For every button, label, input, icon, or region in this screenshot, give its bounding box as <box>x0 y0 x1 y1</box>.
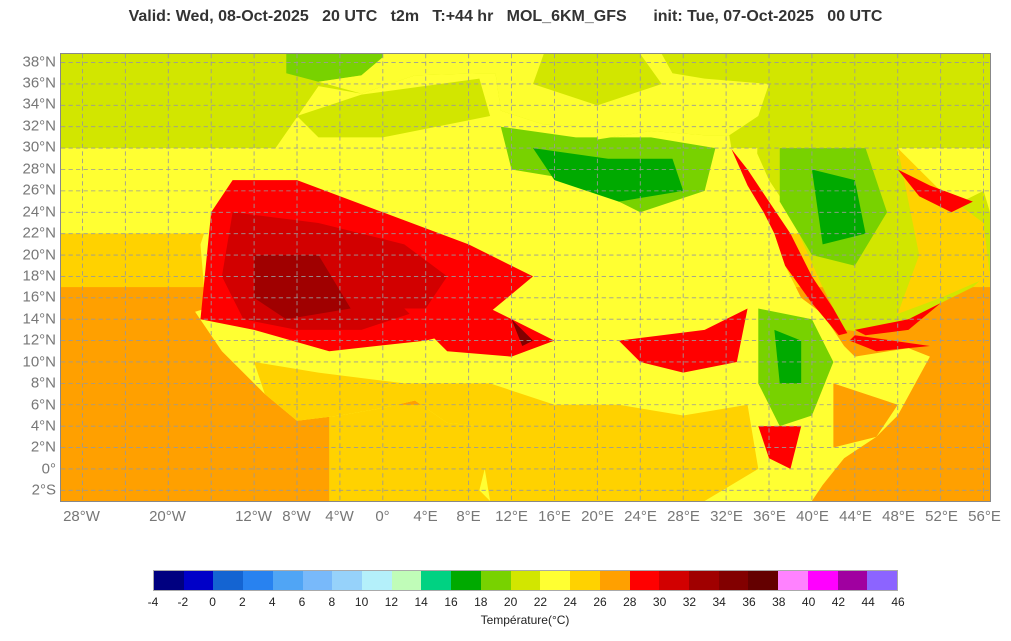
colorbar-tick-label: 10 <box>354 595 369 609</box>
lat-tick-label: 4°N <box>30 417 56 435</box>
lat-tick-label: 10°N <box>22 353 56 371</box>
colorbar-swatch <box>302 571 333 590</box>
colorbar-tick-label: 44 <box>861 595 875 609</box>
colorbar-label: Température(°C) <box>480 613 570 627</box>
colorbar-tick-label: -4 <box>147 595 159 609</box>
colorbar-swatch <box>629 571 660 590</box>
colorbar <box>153 570 898 591</box>
lon-tick-label: 36°E <box>753 508 786 525</box>
lat-tick-label: 12°N <box>22 331 56 349</box>
colorbar-tick-label: 0 <box>209 595 216 609</box>
colorbar-swatch <box>688 571 719 590</box>
colorbar-tick-label: 32 <box>682 595 697 609</box>
lon-tick-label: 28°E <box>667 508 700 525</box>
colorbar-swatch <box>421 571 452 590</box>
colorbar-swatch <box>391 571 422 590</box>
lat-tick-label: 36°N <box>22 74 56 92</box>
lat-tick-label: 26°N <box>22 181 56 199</box>
lon-tick-label: 8°E <box>456 508 481 525</box>
colorbar-swatch <box>243 571 273 590</box>
lon-tick-label: 32°E <box>710 508 743 525</box>
colorbar-tick-label: 6 <box>298 595 306 609</box>
colorbar-swatch <box>659 571 689 590</box>
colorbar-tick-label: 34 <box>712 595 726 609</box>
colorbar-swatch <box>807 571 838 590</box>
lon-tick-label: 20°W <box>149 508 186 525</box>
map-title: Valid: Wed, 08-Oct-2025 20 UTC t2m T:+44… <box>128 8 883 25</box>
colorbar-swatch <box>183 571 214 590</box>
lat-tick-label: 38°N <box>22 53 56 71</box>
temperature-map <box>60 53 991 502</box>
lon-tick-label: 40°E <box>796 508 829 525</box>
lat-tick-label: 2°S <box>31 481 56 499</box>
lon-tick-label: 12°W <box>235 508 272 525</box>
lon-tick-label: 0° <box>375 508 390 525</box>
lon-tick-label: 52°E <box>925 508 958 525</box>
colorbar-tick-label: 14 <box>414 595 428 609</box>
colorbar-swatch <box>154 571 184 590</box>
lat-tick-label: 22°N <box>22 224 56 242</box>
colorbar-tick-label: 26 <box>593 595 607 609</box>
colorbar-swatch <box>570 571 600 590</box>
lat-tick-label: 34°N <box>22 95 56 113</box>
colorbar-swatch <box>540 571 571 590</box>
colorbar-tick-label: 22 <box>533 595 548 609</box>
colorbar-swatch <box>213 571 244 590</box>
lat-tick-label: 24°N <box>22 203 56 221</box>
lon-tick-label: 48°E <box>882 508 915 525</box>
lat-tick-label: 28°N <box>22 160 56 178</box>
lat-tick-label: 8°N <box>30 374 56 392</box>
colorbar-tick-label: 30 <box>652 595 667 609</box>
lon-tick-label: 8°W <box>282 508 311 525</box>
lat-tick-label: 14°N <box>22 310 56 328</box>
colorbar-tick-label: 24 <box>563 595 577 609</box>
lon-tick-label: 20°E <box>581 508 614 525</box>
lon-tick-label: 16°E <box>538 508 571 525</box>
colorbar-tick-label: 28 <box>623 595 637 609</box>
colorbar-swatch <box>867 571 897 590</box>
lon-tick-label: 12°E <box>495 508 528 525</box>
lon-tick-label: 56°E <box>968 508 1001 525</box>
colorbar-tick-label: 42 <box>831 595 846 609</box>
lat-tick-label: 18°N <box>22 267 56 285</box>
colorbar-tick-label: 2 <box>239 595 246 609</box>
colorbar-swatch <box>451 571 481 590</box>
lon-tick-label: 24°E <box>624 508 657 525</box>
lon-tick-label: 4°W <box>325 508 354 525</box>
colorbar-tick-label: 12 <box>384 595 399 609</box>
lat-tick-label: 30°N <box>22 138 56 156</box>
colorbar-tick-label: 46 <box>891 595 905 609</box>
colorbar-tick-label: 16 <box>444 595 458 609</box>
colorbar-swatch <box>778 571 808 590</box>
lon-tick-label: 44°E <box>839 508 872 525</box>
lat-tick-label: 6°N <box>30 396 56 414</box>
lat-tick-label: 20°N <box>22 246 56 264</box>
colorbar-tick-label: 18 <box>474 595 488 609</box>
colorbar-tick-label: 20 <box>503 595 518 609</box>
colorbar-swatch <box>332 571 363 590</box>
colorbar-tick-label: 36 <box>742 595 756 609</box>
lat-tick-label: 2°N <box>30 438 56 456</box>
colorbar-swatch <box>362 571 392 590</box>
temperature-field <box>61 53 991 502</box>
colorbar-swatch <box>748 571 779 590</box>
colorbar-tick-label: 4 <box>268 595 276 609</box>
lat-tick-label: 32°N <box>22 117 56 135</box>
colorbar-swatch <box>599 571 630 590</box>
lon-tick-label: 4°E <box>413 508 438 525</box>
lat-tick-label: 0° <box>41 460 56 478</box>
colorbar-swatch <box>837 571 868 590</box>
colorbar-tick-label: 40 <box>801 595 816 609</box>
lon-tick-label: 28°W <box>63 508 100 525</box>
colorbar-tick-label: -2 <box>177 595 189 609</box>
colorbar-swatch <box>510 571 541 590</box>
colorbar-swatch <box>718 571 749 590</box>
colorbar-tick-label: 8 <box>328 595 336 609</box>
colorbar-swatch <box>272 571 303 590</box>
lat-tick-label: 16°N <box>22 288 56 306</box>
colorbar-tick-label: 38 <box>772 595 786 609</box>
colorbar-swatch <box>480 571 511 590</box>
